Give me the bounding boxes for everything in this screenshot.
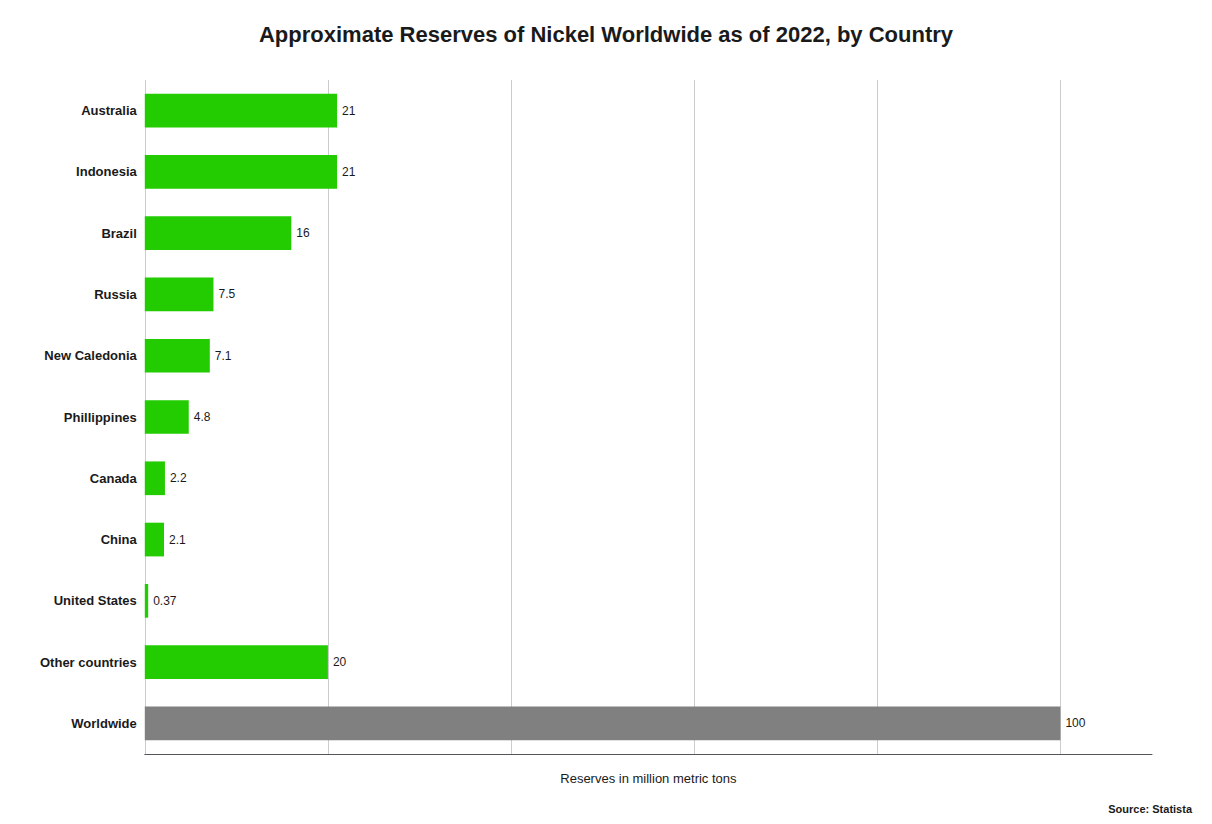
svg-text:2.2: 2.2 <box>170 471 187 485</box>
svg-text:7.5: 7.5 <box>218 287 235 301</box>
svg-text:Reserves in million metric ton: Reserves in million metric tons <box>560 771 737 786</box>
svg-text:Indonesia: Indonesia <box>76 164 137 179</box>
svg-text:100: 100 <box>1065 716 1085 730</box>
svg-text:China: China <box>101 532 138 547</box>
svg-text:20: 20 <box>333 655 347 669</box>
svg-text:4.8: 4.8 <box>194 410 211 424</box>
svg-text:Approximate Reserves of Nickel: Approximate Reserves of Nickel Worldwide… <box>259 22 954 47</box>
svg-text:Canada: Canada <box>90 471 138 486</box>
svg-text:21: 21 <box>342 104 356 118</box>
svg-text:Worldwide: Worldwide <box>71 716 136 731</box>
svg-text:0.37: 0.37 <box>153 594 177 608</box>
svg-text:16: 16 <box>296 226 310 240</box>
svg-text:Australia: Australia <box>81 103 137 118</box>
svg-text:Other countries: Other countries <box>40 655 137 670</box>
svg-text:7.1: 7.1 <box>215 349 232 363</box>
svg-text:New Caledonia: New Caledonia <box>44 348 137 363</box>
svg-text:Russia: Russia <box>94 287 137 302</box>
svg-text:2.1: 2.1 <box>169 533 186 547</box>
svg-text:United States: United States <box>54 593 137 608</box>
svg-text:Phillippines: Phillippines <box>64 410 137 425</box>
svg-text:Brazil: Brazil <box>101 226 136 241</box>
svg-text:21: 21 <box>342 165 356 179</box>
svg-text:Source: Statista: Source: Statista <box>1108 803 1193 815</box>
